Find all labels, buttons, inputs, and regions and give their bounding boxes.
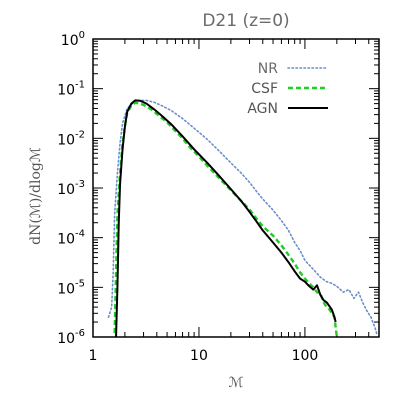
chart-title: D21 (z=0) (202, 11, 289, 31)
legend-label-agn: AGN (247, 101, 278, 117)
legend-label-csf: CSF (251, 81, 278, 97)
x-tick-label: 100 (292, 348, 319, 364)
series-line-agn (115, 99, 337, 338)
y-tick-label: 10-4 (57, 229, 85, 248)
x-tick-label: 1 (89, 348, 98, 364)
series-line-nr (107, 99, 378, 336)
y-tick-label: 10-2 (57, 129, 85, 148)
legend-label-nr: NR (258, 61, 278, 77)
y-tick-label: 10-1 (57, 80, 85, 99)
plot-frame (92, 38, 380, 338)
y-tick-label: 100 (61, 30, 85, 49)
y-axis-label: dN(ℳ)/dlogℳ (28, 147, 44, 245)
y-tick-label: 10-5 (57, 278, 85, 297)
x-axis-label: ℳ (229, 375, 244, 391)
series-line-csf (113, 101, 339, 338)
y-tick-label: 10-3 (57, 179, 85, 198)
y-tick-label: 10-6 (57, 328, 85, 347)
x-tick-label: 10 (190, 348, 208, 364)
